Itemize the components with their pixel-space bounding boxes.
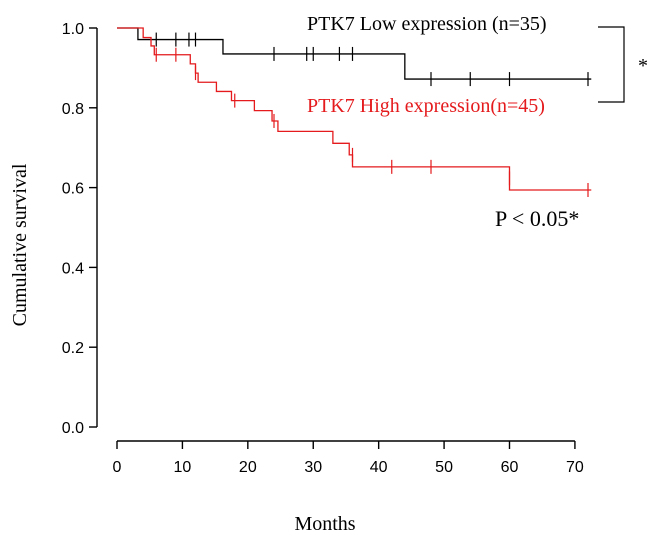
x-tick-label: 40: [370, 459, 388, 476]
y-tick-label: 0.2: [62, 340, 84, 357]
series-high-expression: [117, 27, 592, 197]
x-tick-label: 0: [113, 459, 122, 476]
axes: 0.0 0.2 0.4 0.6 0.8 1.0 0 10 20 30 40 50 60 70: [62, 21, 584, 476]
x-tick-label: 20: [239, 459, 257, 476]
series-low-expression: [117, 27, 592, 87]
bracket-asterisk: *: [638, 55, 648, 77]
x-tick-label: 50: [435, 459, 453, 476]
x-tick-label: 30: [304, 459, 322, 476]
annotations: PTK7 Low expression (n=35) PTK7 High exp…: [307, 13, 648, 231]
x-tick-label: 60: [501, 459, 519, 476]
legend-high-expression: PTK7 High expression(n=45): [307, 95, 545, 117]
p-value-label: P < 0.05*: [495, 206, 579, 231]
x-axis-title: Months: [294, 513, 355, 535]
y-tick-label: 1.0: [62, 21, 84, 38]
legend-low-expression: PTK7 Low expression (n=35): [307, 13, 547, 35]
y-tick-label: 0.6: [62, 181, 84, 198]
y-tick-label: 0.0: [62, 420, 84, 437]
y-axis-title: Cumulative survival: [9, 163, 31, 326]
y-tick-label: 0.4: [62, 260, 84, 277]
x-tick-label: 10: [174, 459, 192, 476]
significance-bracket: [598, 26, 625, 103]
survival-curve: [117, 27, 592, 80]
y-tick-label: 0.8: [62, 101, 84, 118]
series-lines: [117, 27, 592, 197]
x-tick-label: 70: [566, 459, 584, 476]
survival-curve: [117, 27, 592, 191]
